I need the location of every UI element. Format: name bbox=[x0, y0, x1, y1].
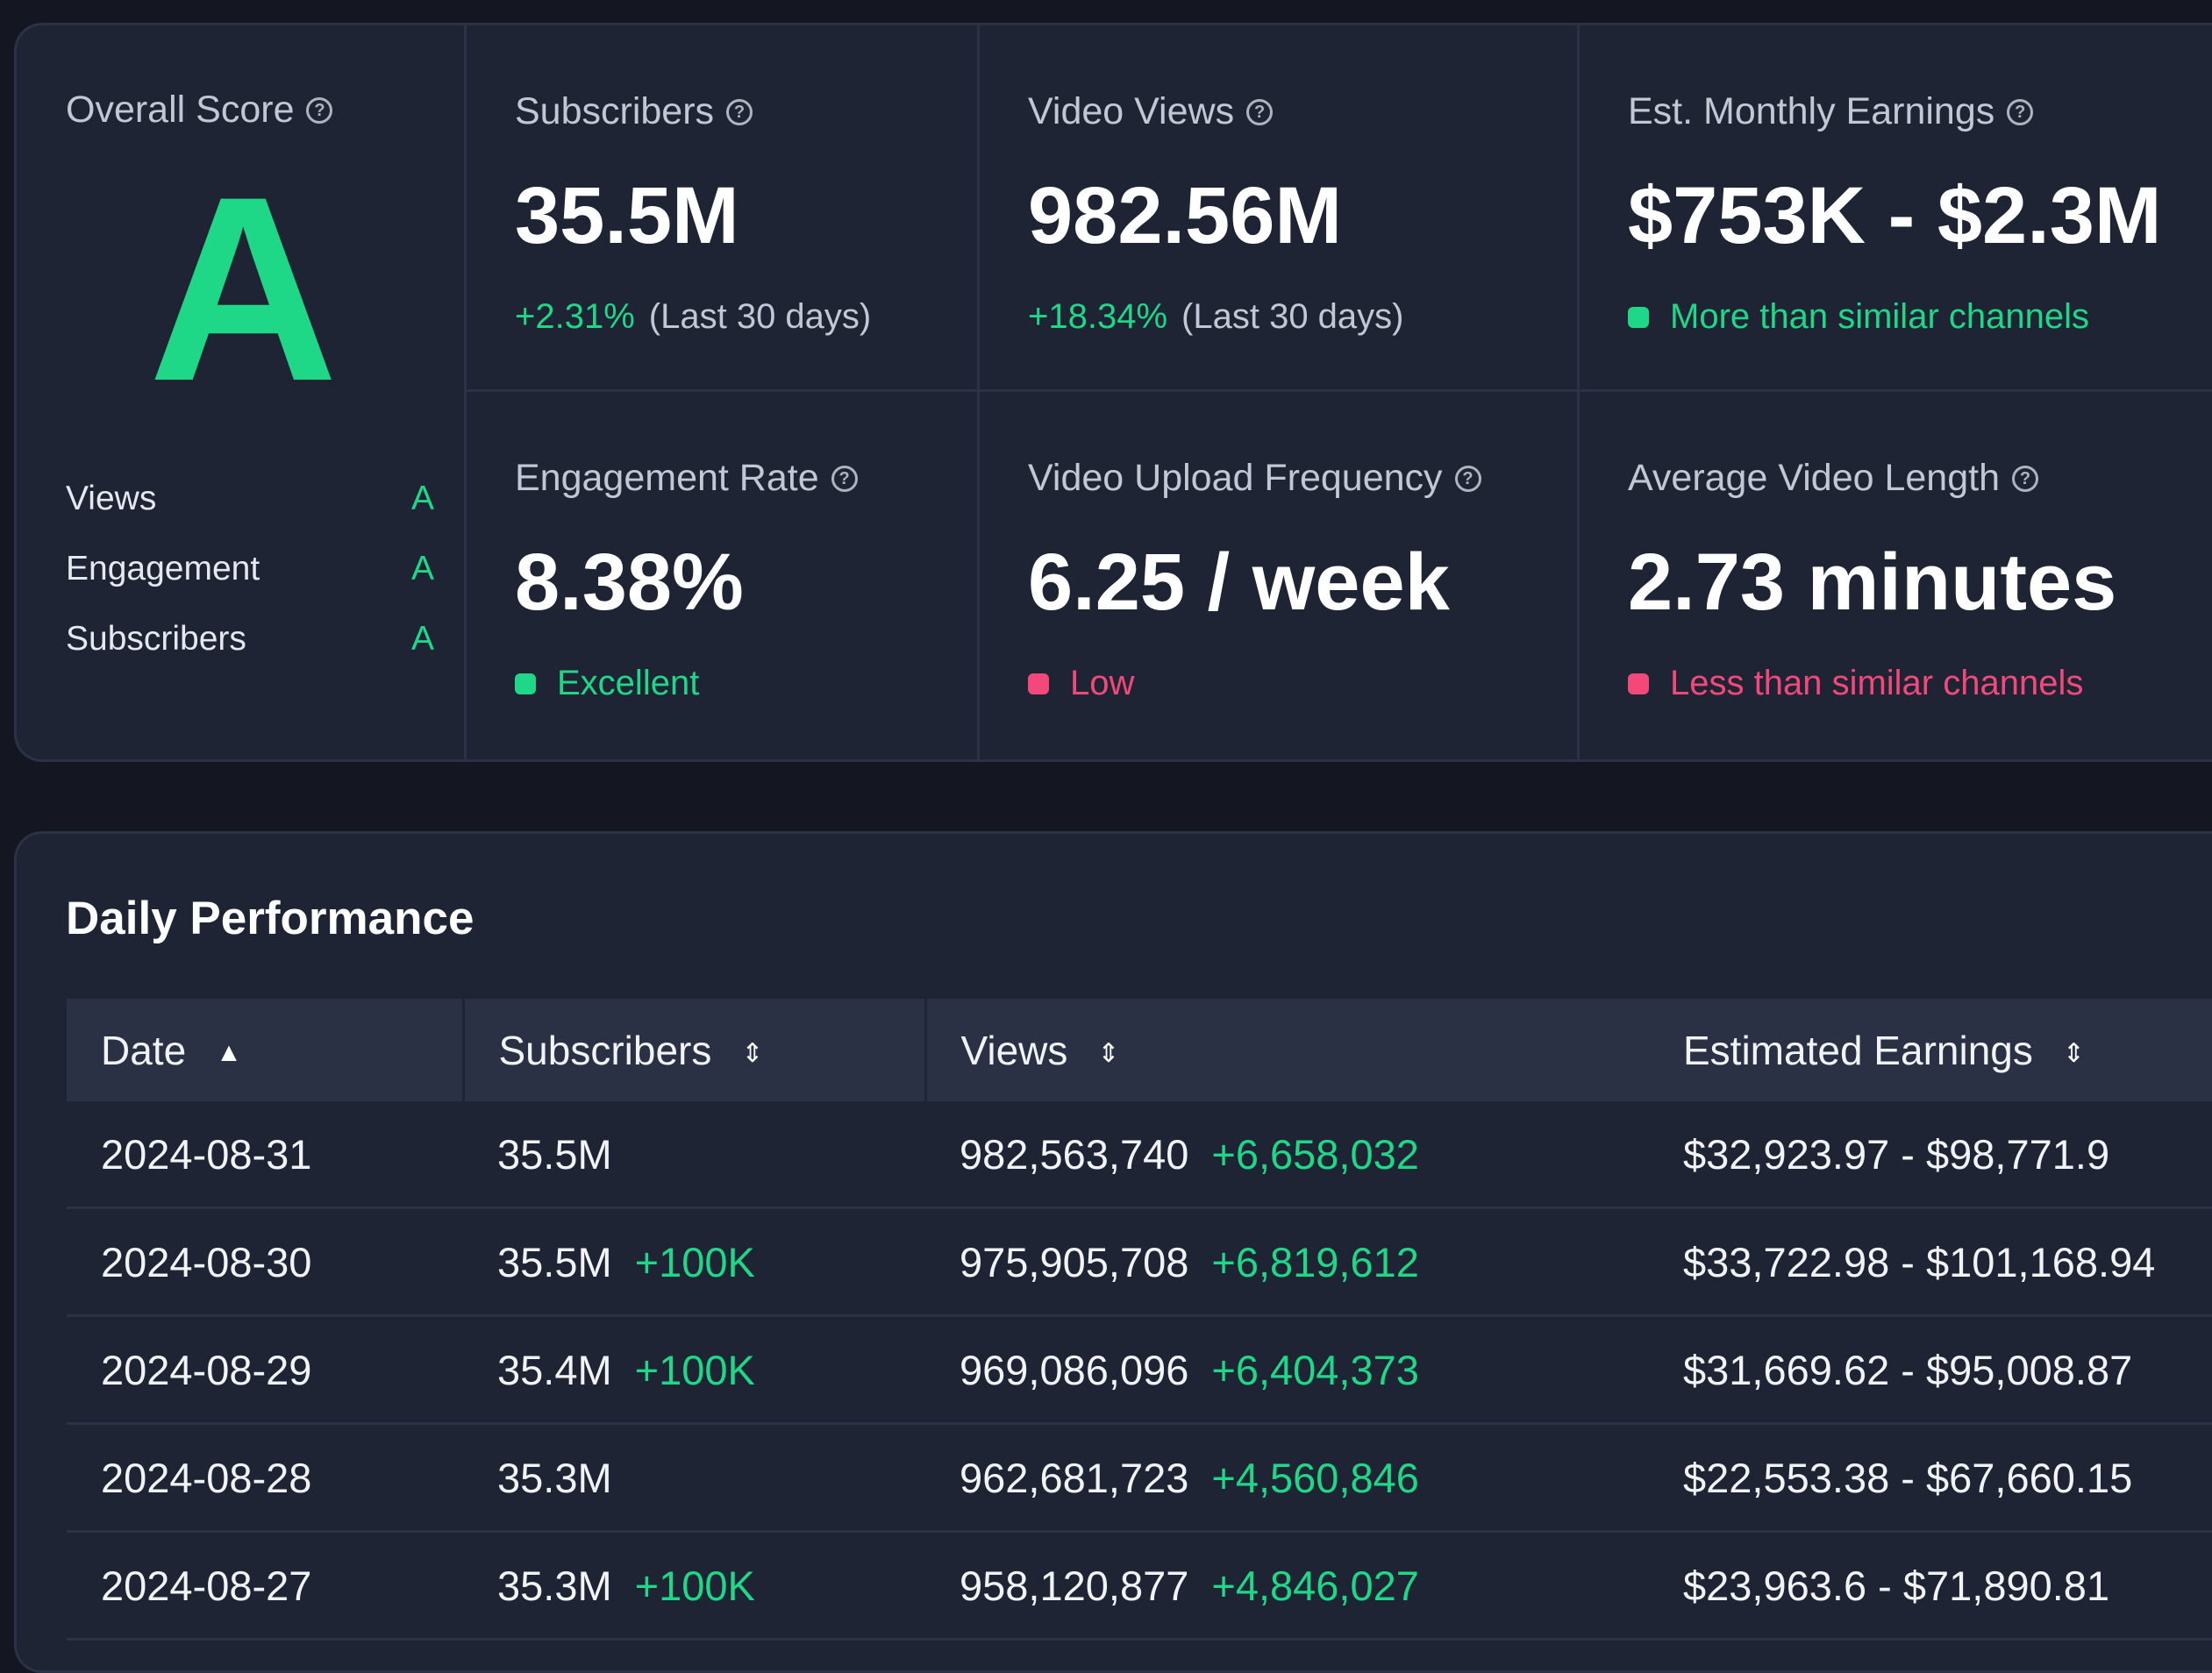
sort-icon[interactable]: ⇕ bbox=[2062, 1038, 2086, 1068]
cell-date: 2024-08-28 bbox=[67, 1423, 463, 1533]
column-header-subscribers[interactable]: Subscribers ⇕ bbox=[463, 999, 927, 1101]
cell-subscribers: 35.4M +100K bbox=[463, 1315, 925, 1425]
table-row: 2024-08-30 35.5M +100K 975,905,708 +6,819,… bbox=[67, 1207, 2212, 1317]
cell-earnings: $23,963.6 - $71,890.81 bbox=[1649, 1531, 2212, 1641]
table-row: 2024-08-29 35.4M +100K 969,086,096 +6,404,… bbox=[67, 1315, 2212, 1425]
stat-change: +18.34% bbox=[1028, 297, 1168, 336]
sort-ascending-icon[interactable]: ▲ bbox=[216, 1038, 242, 1068]
status-text: Less than similar channels bbox=[1670, 664, 2084, 702]
help-icon[interactable]: ? bbox=[306, 96, 333, 124]
cell-subscribers: 35.5M +100K bbox=[463, 1207, 925, 1317]
cell-subscribers: 35.3M +100K bbox=[463, 1531, 925, 1641]
help-icon[interactable]: ? bbox=[1454, 465, 1481, 492]
sub-grades-list: Views A Engagement A Subscribers A bbox=[66, 464, 434, 674]
column-header-date[interactable]: Date ▲ bbox=[67, 999, 465, 1101]
help-icon[interactable]: ? bbox=[2007, 98, 2034, 125]
cell-views: 982,563,740 +6,658,032 bbox=[925, 1101, 1649, 1209]
stat-value: 35.5M bbox=[515, 171, 739, 260]
cell-earnings: $22,553.38 - $67,660.15 bbox=[1649, 1423, 2212, 1533]
help-icon[interactable]: ? bbox=[726, 98, 753, 125]
cell-subscribers: 35.3M bbox=[463, 1423, 925, 1533]
sort-icon[interactable]: ⇕ bbox=[1097, 1038, 1120, 1068]
stat-subscribers: Subscribers? 35.5M +2.31% (Last 30 days) bbox=[515, 90, 872, 336]
status-dot bbox=[515, 673, 536, 694]
status-text: More than similar channels bbox=[1670, 297, 2089, 336]
stats-panel: Overall Score ? A Views A Engagement A S… bbox=[14, 23, 2212, 762]
cell-views: 958,120,877 +4,846,027 bbox=[925, 1531, 1649, 1641]
cell-date: 2024-08-30 bbox=[67, 1207, 463, 1317]
cell-subscribers: 35.5M bbox=[463, 1101, 925, 1209]
cell-date: 2024-08-29 bbox=[67, 1315, 463, 1425]
divider bbox=[1577, 25, 1580, 759]
status-dot bbox=[1628, 306, 1649, 328]
stat-change: +2.31% bbox=[515, 297, 635, 336]
stat-monthly-earnings: Est. Monthly Earnings? $753K - $2.3M Mor… bbox=[1628, 90, 2162, 336]
stat-average-video-length: Average Video Length? 2.73 minutes Less … bbox=[1628, 457, 2117, 702]
overall-score-title: Overall Score ? bbox=[66, 89, 333, 132]
stat-value: 8.38% bbox=[515, 537, 744, 627]
stat-upload-frequency: Video Upload Frequency? 6.25 / week Low bbox=[980, 392, 1577, 759]
status-text: Excellent bbox=[557, 664, 700, 702]
stat-value: $753K - $2.3M bbox=[1628, 171, 2162, 260]
column-header-estimated-earnings[interactable]: Estimated Earnings ⇕ bbox=[1649, 999, 2212, 1101]
table-row: 2024-08-28 35.3M 962,681,723 +4,560,846 $… bbox=[67, 1423, 2212, 1533]
cell-earnings: $33,722.98 - $101,168.94 bbox=[1649, 1207, 2212, 1317]
column-header-views[interactable]: Views ⇕ bbox=[925, 999, 1649, 1101]
status-dot bbox=[1028, 673, 1049, 694]
cell-views: 969,086,096 +6,404,373 bbox=[925, 1315, 1649, 1425]
sub-grade-engagement: Engagement A bbox=[66, 550, 434, 587]
help-icon[interactable]: ? bbox=[1246, 98, 1274, 125]
cell-date: 2024-08-27 bbox=[67, 1531, 463, 1641]
cell-views: 962,681,723 +4,560,846 bbox=[925, 1423, 1649, 1533]
stat-video-views: Video Views? 982.56M +18.34% (Last 30 day… bbox=[1028, 90, 1404, 336]
help-icon[interactable]: ? bbox=[2012, 465, 2038, 492]
cell-date: 2024-08-31 bbox=[67, 1101, 463, 1209]
sub-grade-views: Views A bbox=[66, 480, 434, 517]
overall-grade: A bbox=[148, 141, 339, 436]
table-header-row: Date ▲ Subscribers ⇕ Views ⇕ Estimated Earn… bbox=[67, 999, 2212, 1101]
divider bbox=[977, 25, 980, 759]
cell-earnings: $31,669.62 - $95,008.87 bbox=[1649, 1315, 2212, 1425]
stat-engagement-rate: Engagement Rate? 8.38% Excellent bbox=[467, 392, 977, 759]
cell-views: 975,905,708 +6,819,612 bbox=[925, 1207, 1649, 1317]
daily-performance-panel: Daily Performance Date ▲ Subscribers ⇕ Vie… bbox=[14, 831, 2212, 1673]
table-row: 2024-08-27 35.3M +100K 958,120,877 +4,846,… bbox=[67, 1531, 2212, 1641]
stat-value: 2.73 minutes bbox=[1628, 537, 2117, 627]
overall-score-card: Overall Score ? A Views A Engagement A S… bbox=[17, 25, 467, 759]
divider bbox=[464, 389, 2212, 392]
cell-earnings: $32,923.97 - $98,771.9 bbox=[1649, 1101, 2212, 1209]
status-text: Low bbox=[1070, 664, 1135, 702]
status-dot bbox=[1628, 673, 1649, 694]
sort-icon[interactable]: ⇕ bbox=[741, 1038, 764, 1068]
sub-grade-subscribers: Subscribers A bbox=[66, 620, 434, 658]
daily-performance-title: Daily Performance bbox=[66, 893, 475, 944]
table-row: 2024-08-31 35.5M 982,563,740 +6,658,032 $… bbox=[67, 1101, 2212, 1209]
stat-value: 982.56M bbox=[1028, 171, 1343, 260]
stat-value: 6.25 / week bbox=[1028, 537, 1450, 627]
help-icon[interactable]: ? bbox=[831, 465, 858, 492]
daily-performance-table: Date ▲ Subscribers ⇕ Views ⇕ Estimated Earn… bbox=[67, 999, 2212, 1641]
